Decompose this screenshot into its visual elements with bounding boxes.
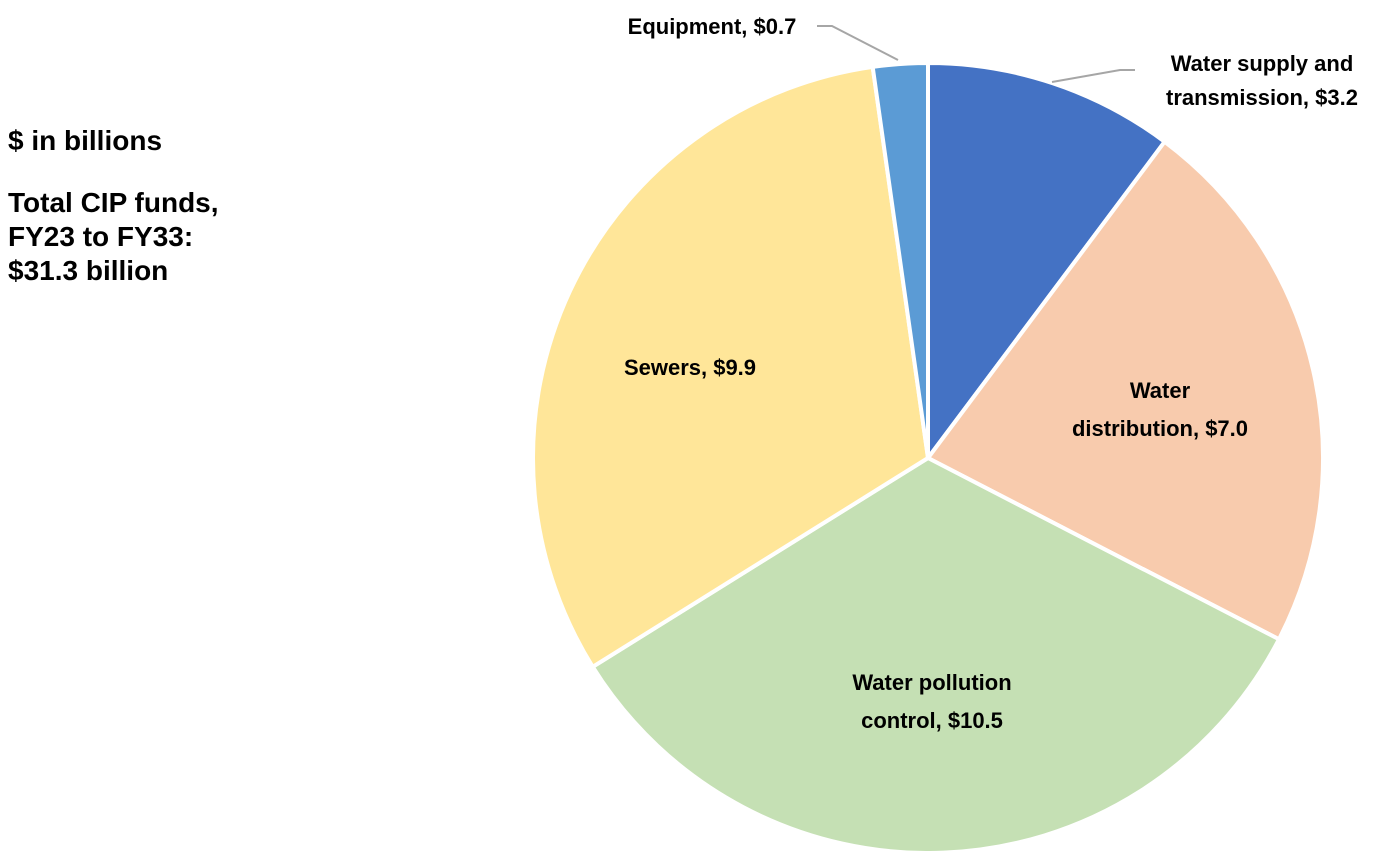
slice-label-equipment: Equipment, $0.7: [628, 14, 797, 39]
pie-slice-equipment: [870, 60, 930, 459]
slice-label-line: Sewers, $9.9: [624, 355, 756, 380]
pie-slice-water-supply: [926, 60, 1168, 465]
leader-line-equipment: [817, 25, 899, 61]
pie-slices: [531, 60, 1325, 851]
slice-label-line: control, $10.5: [861, 708, 1003, 733]
total-funds-note: Total CIP funds, FY23 to FY33: $31.3 bil…: [8, 186, 219, 288]
total-note-line-1: Total CIP funds,: [8, 187, 219, 218]
units-note: $ in billions: [8, 125, 163, 156]
pie-slice-sewers: [531, 64, 931, 670]
total-note-line-3: $31.3 billion: [8, 255, 169, 286]
slice-label-water-supply: Water supply and transmission, $3.2: [1166, 51, 1358, 110]
slice-label-water-pollution-control: Water pollution control, $10.5: [852, 670, 1011, 733]
slice-label-line: Water supply and: [1171, 51, 1354, 76]
leader-lines: [817, 25, 1135, 83]
slice-label-line: Equipment, $0.7: [628, 14, 797, 39]
pie-slice-water-distribution: [924, 138, 1325, 642]
slice-label-water-distribution: Water distribution, $7.0: [1072, 378, 1248, 441]
slice-label-line: distribution, $7.0: [1072, 416, 1248, 441]
slice-label-sewers: Sewers, $9.9: [624, 355, 756, 380]
slice-label-line: Water: [1130, 378, 1191, 403]
total-note-line-2: FY23 to FY33:: [8, 221, 194, 252]
slice-label-line: Water pollution: [852, 670, 1011, 695]
leader-line-water-supply: [1051, 69, 1135, 83]
slice-labels: Water supply and transmission, $3.2 Water d…: [624, 14, 1358, 733]
slice-label-line: transmission, $3.2: [1166, 85, 1358, 110]
pie-slice-water-pollution-control: [589, 455, 1282, 851]
